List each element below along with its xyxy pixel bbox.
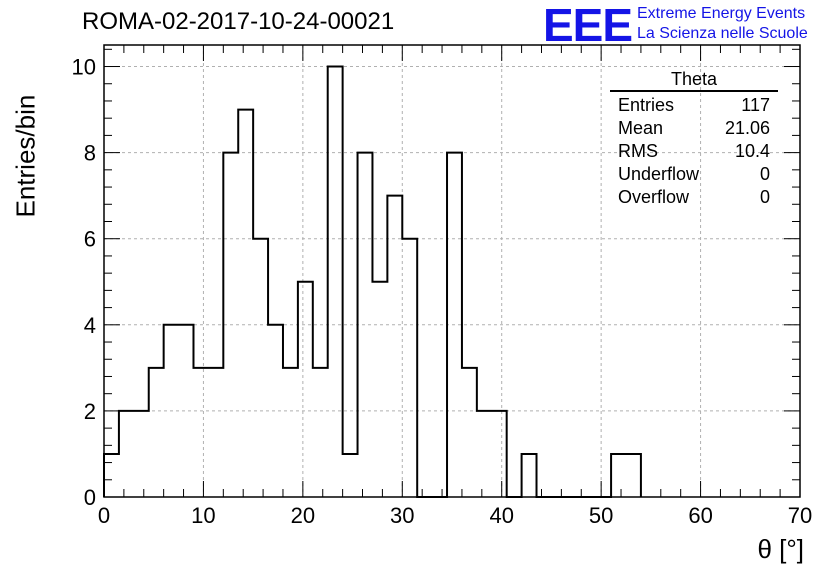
histogram-bin	[134, 411, 149, 497]
logo-line-1: Extreme Energy Events	[637, 5, 806, 22]
stats-label: Overflow	[618, 187, 690, 207]
y-tick-label: 0	[84, 485, 96, 510]
histogram-bin	[492, 411, 507, 497]
y-tick-label: 4	[84, 313, 96, 338]
y-tick-label: 6	[84, 227, 96, 252]
chart-title: ROMA-02-2017-10-24-00021	[82, 8, 395, 35]
stats-row-overflow: Overflow 0	[610, 186, 778, 209]
eee-logo: EEE	[543, 0, 633, 51]
stats-label: Underflow	[618, 164, 700, 184]
stats-label: Mean	[618, 118, 664, 138]
stats-label: Entries	[618, 95, 675, 115]
histogram-bin	[626, 454, 641, 497]
stats-row-underflow: Underflow 0	[610, 163, 778, 186]
histogram-bin	[611, 454, 626, 497]
stats-value: 117	[741, 95, 770, 115]
histogram-bin	[343, 454, 358, 497]
stats-row-rms: RMS 10.4	[610, 140, 778, 163]
histogram-bin	[179, 325, 194, 497]
stats-box: Theta Entries 117 Mean 21.06 RMS 10.4 Un…	[610, 69, 778, 209]
histogram-bin	[119, 411, 134, 497]
stats-value: 21.06	[724, 118, 770, 138]
logo-line-2: La Scienza nelle Scuole	[637, 25, 808, 42]
x-tick-label: 40	[489, 503, 513, 528]
stats-row-entries: Entries 117	[610, 94, 778, 117]
histogram-bin	[477, 411, 492, 497]
y-axis-label: Entries/bin	[10, 94, 41, 218]
histogram-bin	[313, 368, 328, 497]
stats-value: 0	[759, 187, 770, 207]
histogram-bin	[462, 368, 477, 497]
x-tick-label: 20	[291, 503, 315, 528]
y-tick-label: 8	[84, 141, 96, 166]
stats-value: 0	[759, 164, 770, 184]
histogram-bin	[358, 153, 373, 497]
histogram-bin	[223, 153, 238, 497]
plot-frame	[103, 44, 801, 498]
histogram-series	[103, 65, 642, 498]
histogram-bin	[328, 67, 343, 497]
x-tick-label: 0	[98, 503, 110, 528]
y-axis: 0 2 4 6 8 10	[72, 48, 800, 510]
histogram-bin	[193, 368, 208, 497]
stats-title: Theta	[610, 69, 778, 92]
histogram-bin	[268, 325, 283, 497]
histogram-bin	[387, 196, 402, 497]
histogram-bin	[238, 110, 253, 497]
histogram-bin	[522, 454, 537, 497]
histogram-bin	[208, 368, 223, 497]
x-tick-label: 30	[390, 503, 414, 528]
stats-label: RMS	[618, 141, 658, 161]
y-tick-label: 2	[84, 399, 96, 424]
x-tick-label: 70	[788, 503, 812, 528]
stats-row-mean: Mean 21.06	[610, 117, 778, 140]
histogram-bin	[253, 239, 268, 497]
stats-value: 10.4	[734, 141, 770, 161]
y-tick-label: 10	[72, 55, 96, 80]
histogram-bin	[149, 368, 164, 497]
plot-frame-border	[103, 44, 801, 498]
histogram-bin	[402, 239, 417, 497]
histogram-bin	[372, 282, 387, 497]
x-axis: 0 10 20 30 40 50 60 70	[98, 45, 812, 528]
histogram-bin	[104, 454, 119, 497]
x-axis-label: θ [°]	[757, 534, 804, 564]
histogram-outline	[103, 65, 642, 498]
x-tick-label: 60	[688, 503, 712, 528]
histogram-bin	[283, 368, 298, 497]
x-tick-label: 50	[589, 503, 613, 528]
histogram-bin	[447, 153, 462, 497]
x-tick-label: 10	[191, 503, 215, 528]
histogram-bin	[164, 325, 179, 497]
histogram-bin	[298, 282, 313, 497]
